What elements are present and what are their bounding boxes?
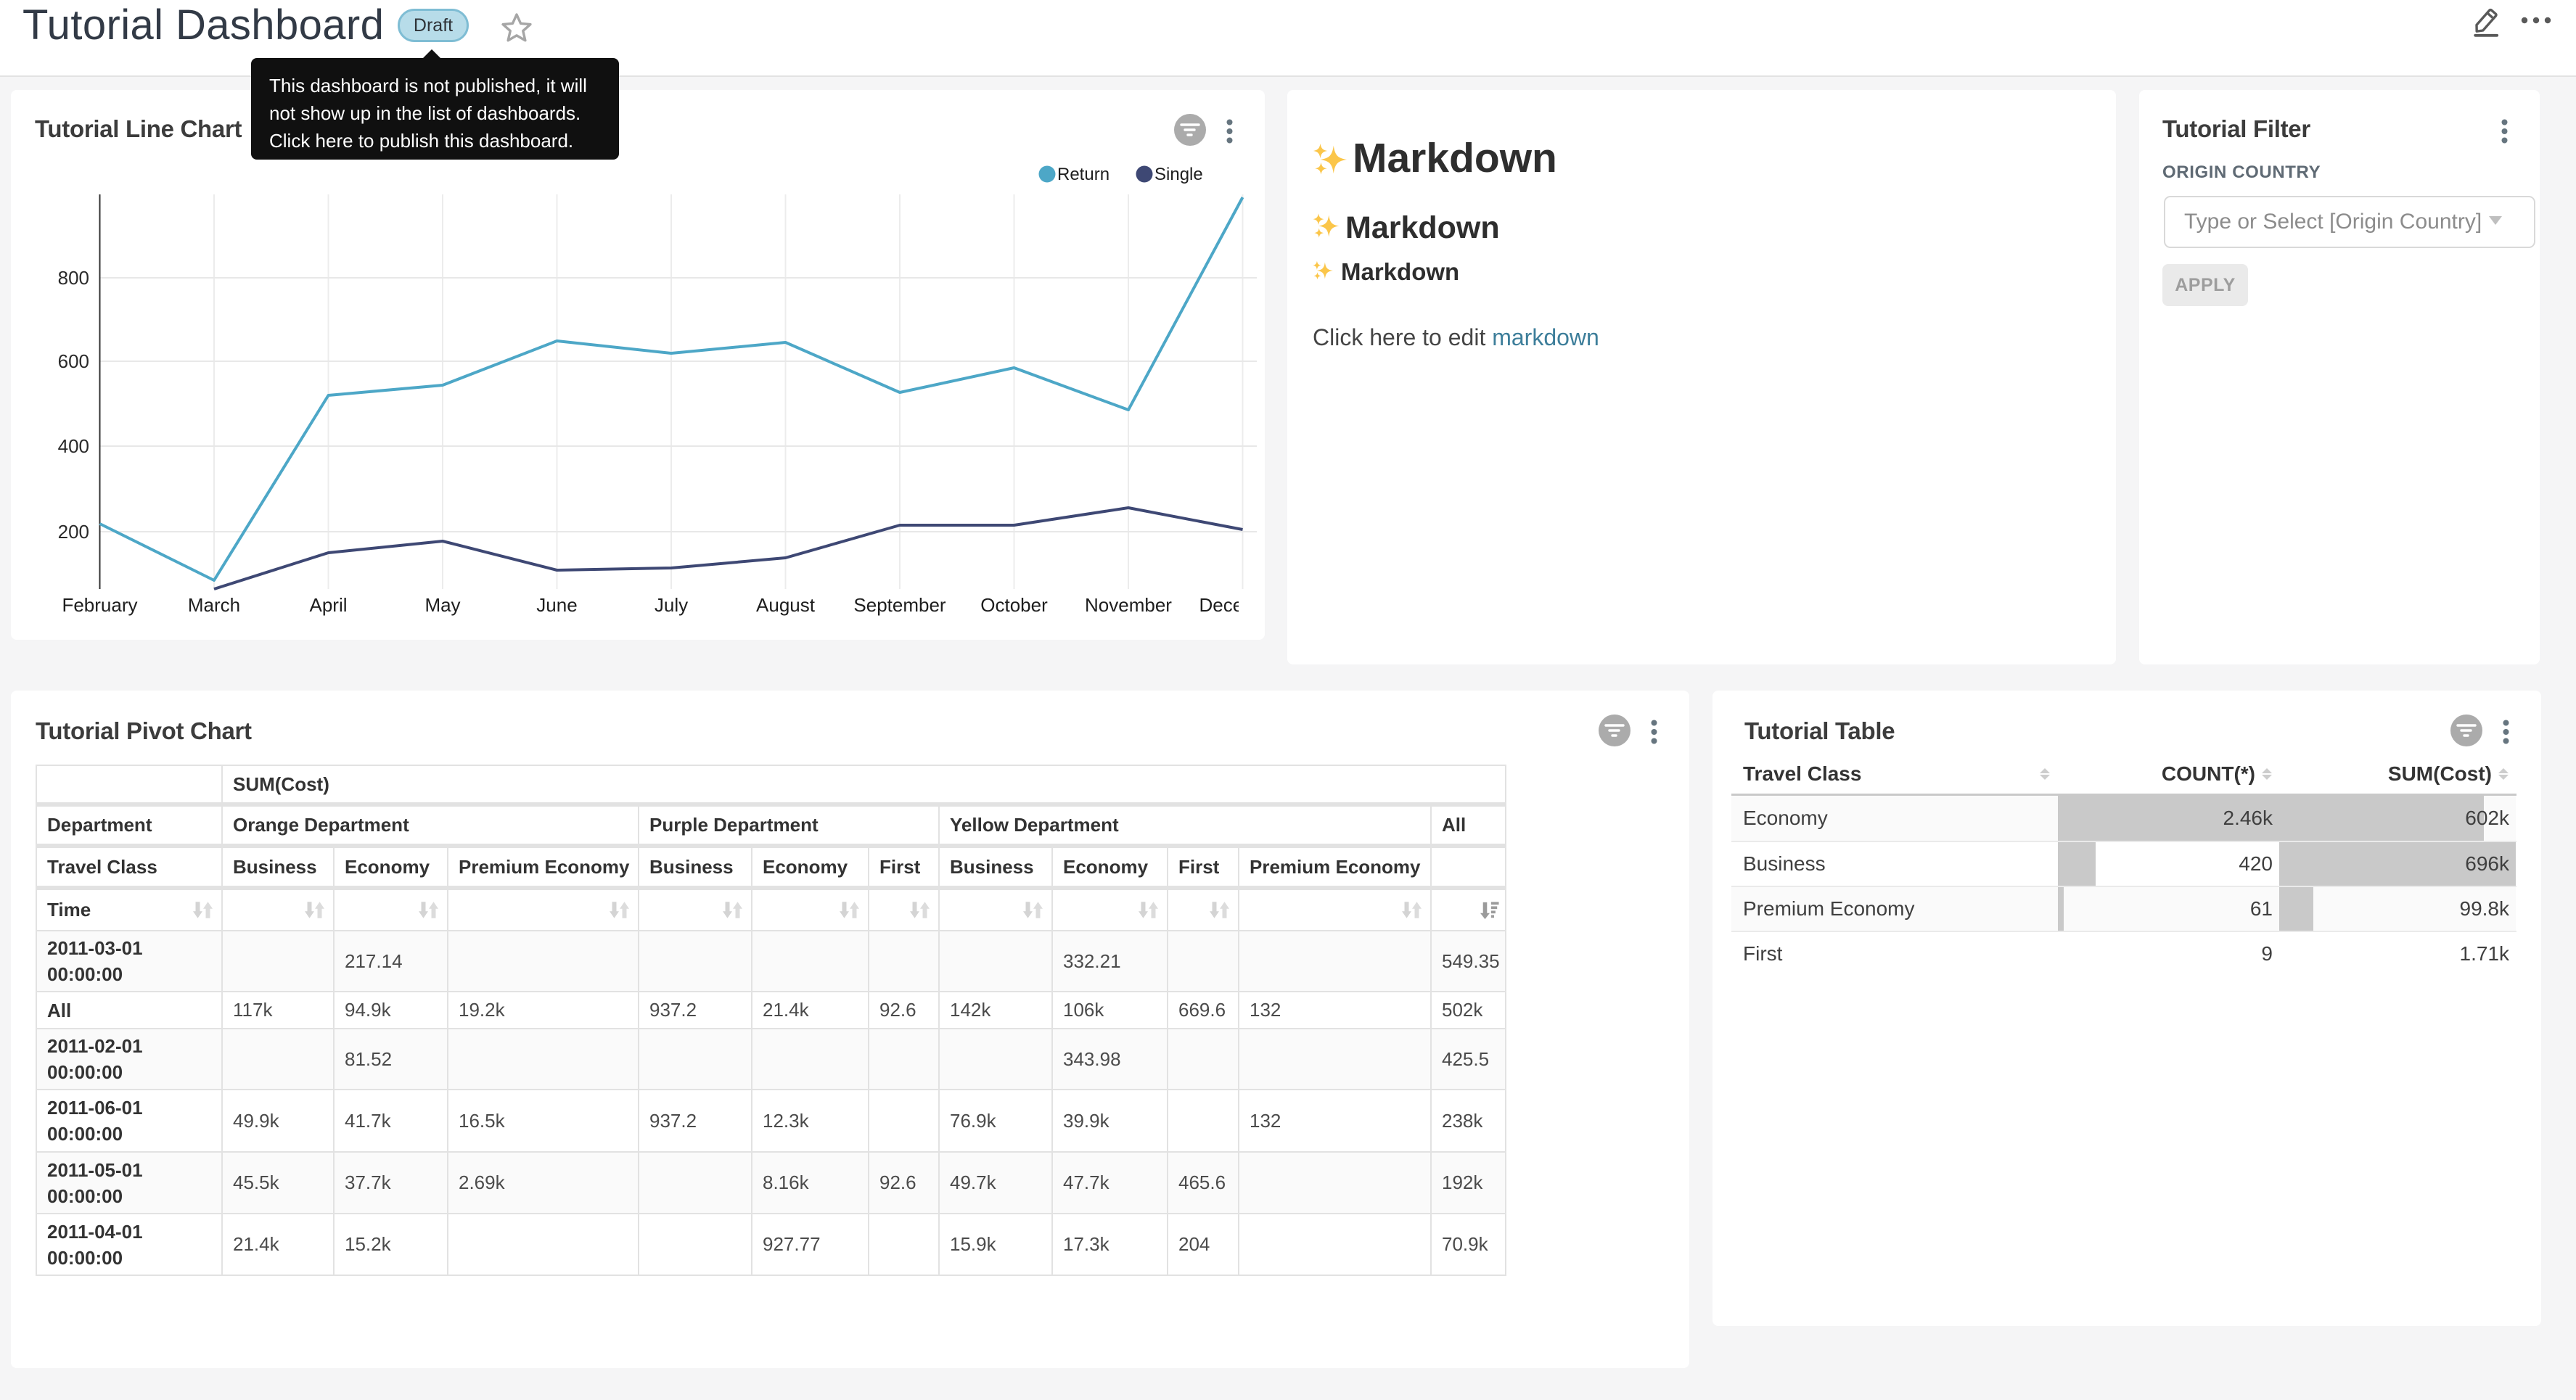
- svg-text:800: 800: [58, 267, 89, 289]
- svg-text:June: June: [536, 594, 577, 616]
- svg-text:July: July: [655, 594, 688, 616]
- svg-text:May: May: [424, 594, 460, 616]
- svg-text:December: December: [1199, 594, 1257, 616]
- svg-text:Single: Single: [1154, 165, 1203, 184]
- svg-text:October: October: [980, 594, 1048, 616]
- svg-text:February: February: [62, 594, 137, 616]
- svg-text:600: 600: [58, 350, 89, 372]
- svg-text:March: March: [188, 594, 240, 616]
- svg-text:August: August: [756, 594, 816, 616]
- svg-text:April: April: [309, 594, 347, 616]
- svg-text:Return: Return: [1057, 165, 1109, 184]
- svg-text:September: September: [853, 594, 946, 616]
- svg-text:200: 200: [58, 521, 89, 543]
- svg-text:November: November: [1085, 594, 1172, 616]
- svg-text:400: 400: [58, 435, 89, 457]
